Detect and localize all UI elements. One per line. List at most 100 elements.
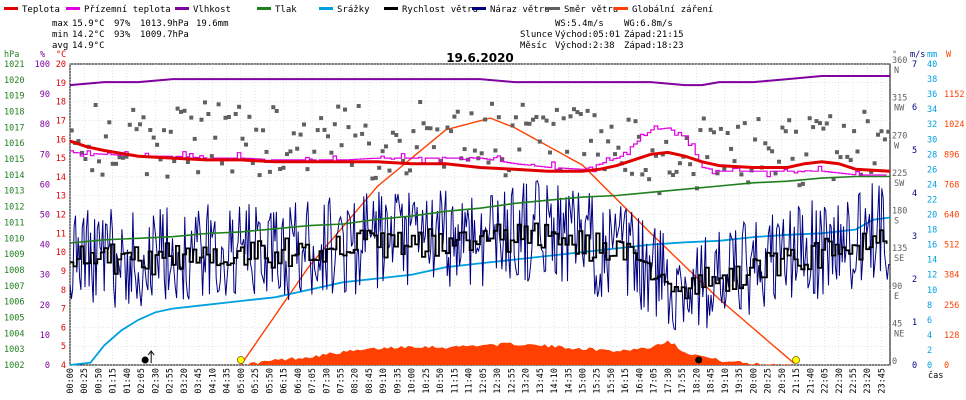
time-tick-label: 03:20	[180, 368, 190, 394]
dir-compass-label: S	[894, 217, 899, 227]
wind-direction-point	[233, 112, 238, 116]
markers-layer	[141, 350, 800, 364]
time-tick-label: 05:50	[265, 368, 275, 394]
wind-direction-point	[787, 118, 792, 123]
temp-tick-label: 16	[56, 135, 66, 145]
time-tick-label: 10:00	[408, 368, 418, 394]
wind-direction-point	[736, 124, 740, 129]
wind-direction-point	[431, 145, 436, 150]
wind-direction-point	[428, 126, 433, 131]
info-moon-rise: Východ:2:38	[555, 41, 615, 51]
wind-direction-point	[479, 151, 484, 156]
wind-direction-point	[285, 152, 289, 157]
dir-tick-label: 225	[892, 169, 907, 179]
mm-tick-label: 14	[927, 256, 937, 266]
wind-direction-point	[609, 124, 614, 129]
legend-swatch-teplota	[4, 7, 18, 10]
wind-direction-point	[800, 181, 805, 186]
wind-direction-point	[636, 134, 641, 139]
wind-direction-point	[305, 167, 310, 172]
mm-tick-label: 36	[927, 90, 937, 100]
hpa-tick-label: 1005	[4, 313, 24, 323]
stats-min-label: min	[52, 30, 68, 40]
wind-direction-point	[127, 122, 132, 127]
wind-direction-point	[452, 114, 457, 119]
time-tick-label: 18:45	[707, 368, 717, 394]
hpa-tick-label: 1009	[4, 250, 24, 260]
time-tick-label: 19:10	[721, 368, 731, 394]
time-tick-label: 12:55	[507, 368, 517, 394]
wind-direction-point	[882, 137, 887, 142]
wind-direction-point	[414, 145, 419, 150]
wind-direction-point	[244, 142, 248, 147]
dir-tick-label: 180	[892, 207, 907, 217]
wind-direction-point	[380, 149, 385, 154]
temp-tick-label: 7	[61, 305, 66, 315]
wind-direction-point	[179, 109, 183, 114]
wind-direction-point	[302, 122, 306, 127]
wind-direction-point	[777, 159, 781, 164]
wind-direction-point	[561, 116, 566, 121]
hpa-tick-label: 1018	[4, 108, 24, 118]
wind-direction-point	[742, 121, 747, 126]
wind-direction-point	[548, 150, 552, 155]
mm-tick-label: 24	[927, 180, 937, 190]
wind-direction-point	[281, 165, 286, 170]
wind-direction-point	[223, 115, 228, 120]
wind-direction-point	[466, 157, 470, 162]
temp-tick-label: 19	[56, 79, 66, 89]
legend-label-vlhkost: Vlhkost	[193, 5, 231, 15]
wind-direction-point	[367, 141, 371, 146]
wind-direction-point	[537, 139, 542, 144]
wind-direction-point	[879, 129, 884, 134]
wind-direction-point	[103, 134, 108, 139]
wind-direction-point	[206, 112, 211, 116]
mm-tick-label: 4	[927, 331, 932, 341]
wind-direction-point	[230, 169, 235, 174]
wind-direction-point	[654, 153, 658, 158]
wind-direction-point	[363, 123, 368, 128]
mm-tick-label: 32	[927, 120, 937, 130]
wind-direction-point	[633, 119, 638, 124]
time-tick-label: 12:05	[479, 368, 489, 394]
wind-direction-point	[486, 160, 491, 165]
wind-direction-point	[332, 122, 337, 127]
wind-direction-point	[182, 108, 187, 113]
wind-direction-point	[794, 129, 798, 134]
info-sun-rise: Východ:05:01	[555, 30, 620, 40]
mm-tick-label: 12	[927, 271, 937, 281]
wind-direction-point	[848, 158, 853, 163]
wind-direction-point	[216, 102, 221, 107]
wind-direction-point	[240, 136, 245, 141]
wind-direction-point	[606, 139, 611, 144]
temp-tick-label: 4	[61, 361, 66, 371]
wind-direction-point	[192, 136, 197, 141]
time-tick-label: 22:30	[835, 368, 845, 394]
pct-tick-label: 100	[35, 60, 50, 70]
wind-direction-point	[131, 107, 136, 112]
wind-direction-point	[753, 137, 757, 142]
dir-tick-label: 315	[892, 94, 907, 104]
wind-direction-point	[442, 164, 447, 169]
wind-direction-point	[616, 145, 621, 150]
wind-direction-point	[401, 158, 406, 163]
wind-direction-point	[377, 165, 382, 170]
wind-direction-point	[203, 100, 207, 105]
mm-tick-label: 28	[927, 150, 937, 160]
wind-direction-point	[247, 114, 252, 119]
dir-compass-label: NE	[894, 329, 904, 339]
wind-direction-point	[288, 149, 293, 154]
wind-direction-point	[677, 161, 682, 166]
dir-tick-label: 0	[892, 357, 897, 367]
wind-direction-point	[869, 169, 874, 174]
time-tick-label: 15:50	[607, 368, 617, 394]
time-tick-label: 22:55	[849, 368, 859, 394]
wind-direction-point	[445, 125, 450, 130]
w-tick-label: 384	[944, 271, 959, 281]
wind-direction-point	[274, 109, 279, 113]
wind-direction-point	[141, 115, 146, 120]
wind-direction-point	[551, 121, 556, 126]
wind-direction-point	[756, 117, 761, 122]
wind-direction-point	[472, 148, 477, 153]
sunrise-marker	[236, 356, 245, 364]
